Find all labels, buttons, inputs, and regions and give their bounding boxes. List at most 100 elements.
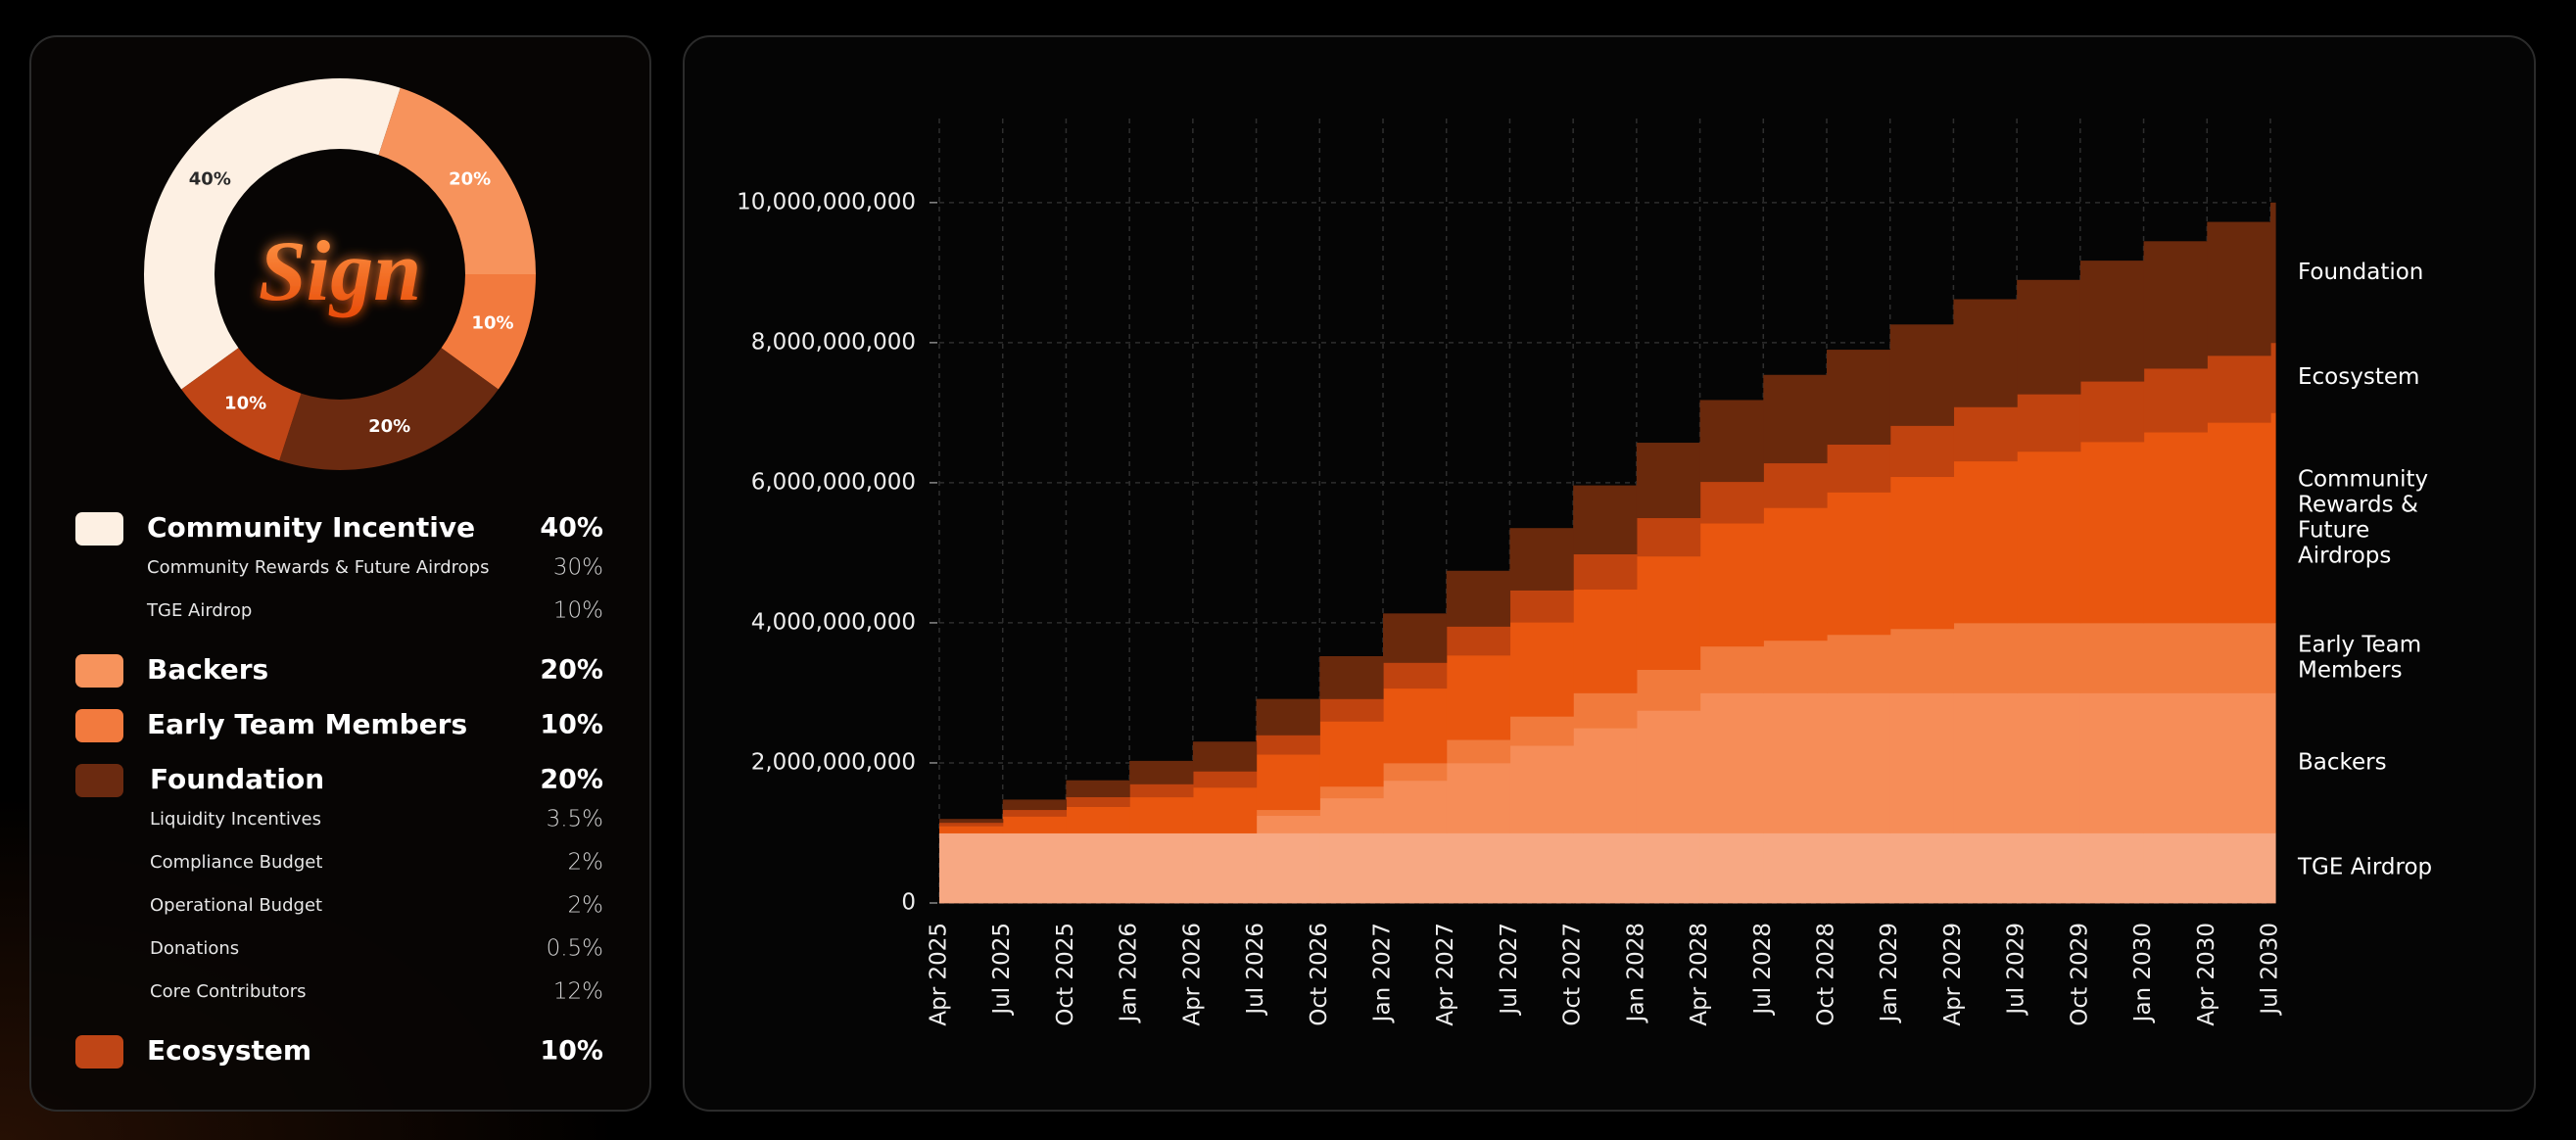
area-step: [1383, 662, 1448, 689]
area-step: [1319, 797, 1384, 833]
area-step: [2017, 279, 2081, 395]
area-step: [1509, 716, 1574, 746]
slice-label: 20%: [449, 169, 491, 190]
area-step: [1889, 476, 1955, 630]
area-step: [1383, 762, 1448, 782]
area-step: [1827, 692, 1891, 833]
area-step: [2270, 832, 2276, 904]
legend-name: Foundation: [150, 763, 324, 795]
area-step: [1319, 721, 1384, 787]
donut-slice: [143, 77, 401, 390]
x-tick-label: Apr 2026: [1179, 923, 1205, 1026]
breakdown-name: Core Contributors: [150, 981, 307, 1002]
area-step: [2079, 441, 2145, 624]
area-step: [2143, 832, 2208, 904]
breakdown-name: Compliance Budget: [150, 852, 322, 873]
vesting-chart: 0 2,000,000,000 4,000,000,000 6,000,000,000…: [737, 119, 2432, 1026]
area-step: [1636, 832, 1701, 904]
area-step: [1002, 809, 1068, 817]
area-step: [1699, 523, 1764, 647]
area-step: [2207, 355, 2271, 423]
legend-swatch: [75, 709, 123, 742]
breakdown-share: 0.5%: [547, 936, 603, 962]
area-step: [1889, 628, 1955, 693]
area-step: [1192, 771, 1258, 788]
legend-percent: 10%: [540, 1036, 603, 1067]
area-step: [1573, 692, 1638, 729]
area-step: [1383, 688, 1448, 764]
area-step: [2270, 412, 2276, 624]
y-tick-label: 6,000,000,000: [751, 469, 916, 495]
area-step: [1256, 698, 1320, 736]
legend-swatch: [75, 654, 123, 688]
legend-name: Backers: [147, 653, 268, 686]
area-step: [939, 832, 1004, 904]
area-step: [2143, 432, 2208, 624]
area-step: [1509, 528, 1574, 591]
area-step: [2017, 451, 2081, 624]
area-step: [1192, 741, 1258, 772]
area-step: [1889, 425, 1955, 478]
area-step: [1636, 517, 1701, 557]
area-step: [1827, 444, 1891, 493]
area-step: [1953, 832, 2018, 904]
area-step: [1573, 485, 1638, 555]
slice-label: 10%: [224, 394, 266, 414]
area-step: [1129, 832, 1194, 904]
area-step: [939, 826, 1004, 833]
area-step: [1763, 507, 1828, 641]
area-step: [2143, 368, 2208, 433]
area-step: [2079, 692, 2145, 833]
area-step: [1319, 655, 1384, 699]
area-step: [1763, 640, 1828, 693]
area-step: [1319, 785, 1384, 799]
y-tick-label: 0: [901, 890, 916, 916]
area-step: [1066, 806, 1130, 833]
y-tick-label: 8,000,000,000: [751, 329, 916, 355]
area-step: [1383, 613, 1448, 663]
area-step: [1889, 324, 1955, 426]
area-step: [1383, 780, 1448, 833]
x-tick-label: Oct 2028: [1814, 923, 1839, 1026]
area-step: [1636, 669, 1701, 711]
x-tick-label: Jul 2025: [989, 923, 1015, 1017]
area-step: [1699, 832, 1764, 904]
x-tick-label: Jan 2028: [1623, 923, 1648, 1023]
area-step: [1256, 735, 1320, 755]
area-step: [1573, 553, 1638, 590]
slice-label: 40%: [189, 169, 231, 190]
area-step: [1953, 406, 2018, 462]
series-label: Early Team Members: [2298, 632, 2421, 683]
breakdown-name: TGE Airdrop: [146, 600, 252, 621]
area-step: [2270, 342, 2276, 413]
area-step: [1827, 350, 1891, 446]
slice-label: 20%: [368, 416, 410, 437]
x-tick-label: Oct 2027: [1560, 923, 1586, 1026]
donut-chart: 40% 20% 10% 20% 10% Sign: [143, 77, 536, 470]
area-step: [1319, 698, 1384, 722]
area-step: [1192, 786, 1258, 833]
area-step: [1446, 762, 1511, 833]
area-step: [1509, 590, 1574, 623]
area-step: [1066, 832, 1130, 904]
x-tick-label: Apr 2027: [1433, 923, 1458, 1026]
area-step: [1129, 760, 1194, 784]
x-tick-label: Oct 2026: [1307, 923, 1332, 1026]
area-step: [1953, 299, 2018, 407]
area-step: [1953, 622, 2018, 693]
allocation-legend: Community Incentive 40% Community Rewards …: [75, 511, 603, 1069]
area-step: [1446, 654, 1511, 740]
area-step: [1636, 555, 1701, 671]
area-step: [1573, 728, 1638, 833]
legend-percent: 40%: [540, 513, 603, 544]
legend-percent: 20%: [540, 655, 603, 686]
area-step: [2079, 261, 2145, 382]
area-step: [1699, 645, 1764, 693]
legend-percent: 20%: [540, 765, 603, 795]
area-step: [1256, 754, 1320, 811]
x-tick-label: Jan 2030: [2130, 923, 2156, 1023]
legend-name: Early Team Members: [147, 708, 467, 740]
breakdown-share: 2%: [568, 850, 604, 876]
